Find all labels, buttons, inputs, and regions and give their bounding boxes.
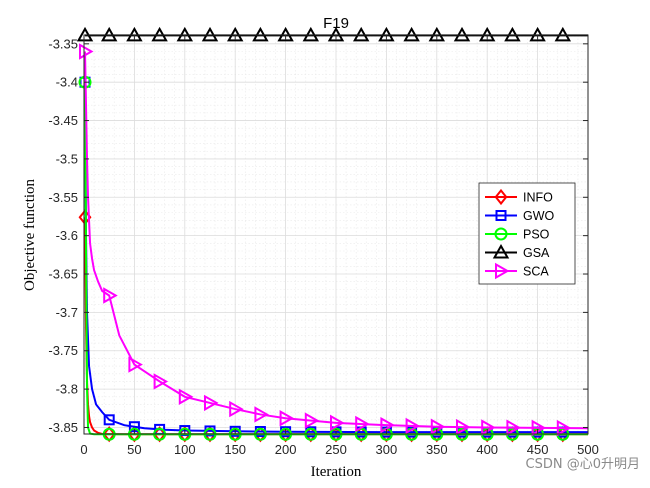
data-point-marker (495, 262, 510, 280)
x-tick-label: 50 (127, 442, 141, 457)
data-point-marker (103, 414, 115, 426)
data-point-marker (405, 417, 421, 435)
y-tick-label: -3.75 (48, 343, 78, 358)
data-point-marker (254, 406, 269, 423)
y-tick-label: -3.55 (48, 190, 78, 205)
y-tick-label: -3.35 (48, 36, 78, 51)
data-point-marker (153, 373, 169, 390)
data-point-marker (178, 388, 194, 405)
y-tick-label: -3.6 (56, 228, 78, 243)
x-tick-label: 500 (577, 442, 599, 457)
legend-item-gsa: GSA (485, 243, 550, 260)
y-tick-label: -3.7 (56, 305, 78, 320)
data-point-marker (531, 419, 547, 437)
data-point-marker (380, 416, 395, 434)
legend-label: GWO (523, 209, 555, 223)
y-tick-label: -3.65 (48, 267, 78, 282)
x-tick-label: 450 (527, 442, 549, 457)
y-tick-label: -3.85 (48, 420, 78, 435)
y-tick-label: -3.8 (56, 382, 78, 397)
legend-item-info: INFO (485, 188, 553, 206)
data-point-marker (330, 414, 345, 432)
x-axis-label: Iteration (311, 464, 362, 480)
data-point-marker (103, 287, 118, 304)
series-line (84, 82, 588, 434)
data-point-marker (481, 419, 496, 436)
data-point-marker (492, 243, 510, 259)
y-axis-label: Objective function (22, 178, 38, 291)
series-sca (79, 43, 589, 437)
data-point-marker (279, 410, 295, 427)
legend: INFO GWO PSO GSA SCA (478, 182, 576, 285)
data-point-marker (456, 418, 471, 436)
legend-item-pso: PSO (485, 227, 550, 242)
legend-label: SCA (523, 265, 549, 279)
watermark: CSDN @心0升明月 (525, 457, 640, 472)
legend-item-sca: SCA (485, 262, 549, 280)
data-point-marker (79, 43, 94, 60)
data-point-marker (506, 419, 521, 436)
x-tick-label: 200 (275, 442, 297, 457)
x-tick-label: 250 (325, 442, 347, 457)
y-tick-label: -3.45 (48, 113, 78, 128)
data-point-marker (494, 188, 508, 206)
y-tick-label: -3.4 (56, 75, 78, 90)
data-point-marker (495, 210, 507, 221)
data-point-marker (430, 418, 446, 435)
x-tick-label: 150 (224, 442, 246, 457)
data-point-marker (229, 400, 244, 418)
x-tick-label: 100 (174, 442, 196, 457)
data-point-marker (494, 227, 508, 241)
x-tick-label: 350 (426, 442, 448, 457)
y-tick-label: -3.5 (56, 151, 78, 166)
x-tick-label: 400 (476, 442, 498, 457)
data-point-marker (304, 412, 320, 429)
data-point-marker (355, 415, 370, 433)
x-tick-label: 300 (376, 442, 398, 457)
legend-label: PSO (523, 228, 550, 242)
data-point-marker (204, 394, 219, 412)
chart-title: F19 (323, 15, 349, 32)
legend-label: GSA (523, 246, 550, 260)
legend-item-gwo: GWO (485, 209, 555, 223)
legend-label: INFO (523, 191, 553, 205)
data-point-marker (556, 419, 572, 437)
data-point-marker (128, 356, 143, 373)
series-line (84, 51, 589, 430)
x-tick-label: 0 (80, 442, 87, 457)
